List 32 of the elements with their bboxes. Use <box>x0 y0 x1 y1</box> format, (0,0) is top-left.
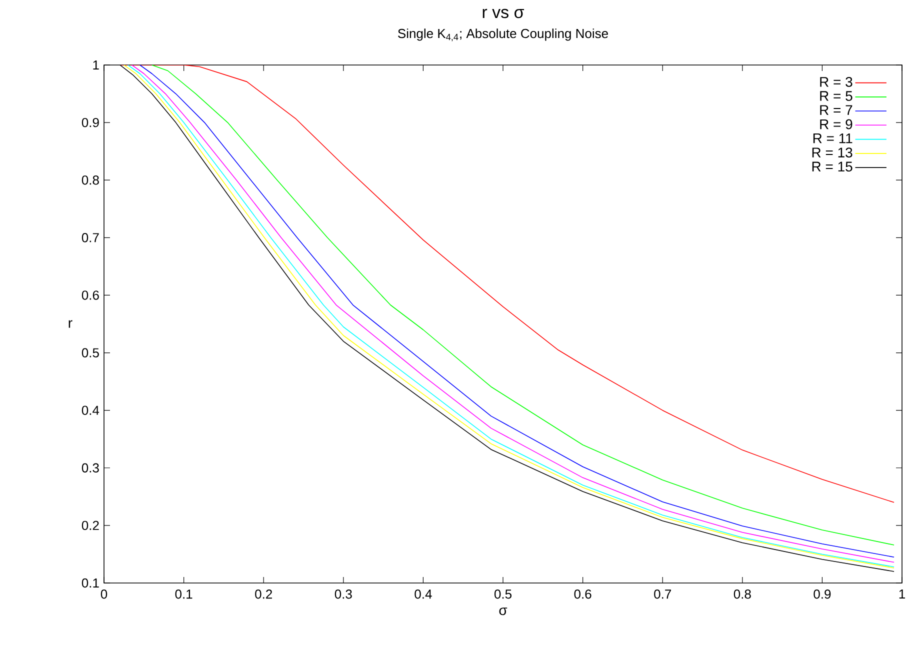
x-tick-label: 0.8 <box>734 590 751 599</box>
y-tick-label: 0.7 <box>82 233 99 242</box>
y-axis-title: r <box>68 320 72 328</box>
chart-title: r vs σ <box>482 8 524 18</box>
y-tick-label: 0.8 <box>82 176 99 185</box>
x-tick-label: 0.3 <box>334 590 352 599</box>
y-tick-label: 0.9 <box>82 118 99 128</box>
legend-label: R = 9 <box>820 119 852 130</box>
legend-label: R = 15 <box>812 162 852 172</box>
y-tick-label: 0.2 <box>82 520 99 530</box>
chart-subtitle: Single K$_{4,4}$; Absolute Coupling Noise <box>398 28 608 42</box>
legend-label: R = 7 <box>820 105 852 115</box>
x-tick-label: 0 <box>100 590 108 599</box>
x-tick-label: 0.6 <box>574 590 592 599</box>
y-tick-label: 1 <box>93 60 99 70</box>
y-tick-label: 0.5 <box>82 348 99 358</box>
y-tick-label: 0.1 <box>82 578 99 588</box>
x-tick-label: 1 <box>899 590 905 598</box>
x-tick-label: 0.9 <box>814 590 831 599</box>
y-tick-label: 0.3 <box>82 463 99 472</box>
y-tick-label: 0.4 <box>82 406 100 415</box>
legend-label: R = 3 <box>820 76 852 87</box>
legend-label: R = 11 <box>813 134 852 144</box>
x-tick-label: 0.5 <box>494 590 512 599</box>
y-tick-label: 0.6 <box>82 290 99 300</box>
legend-label: R = 5 <box>820 91 852 101</box>
x-tick-label: 0.2 <box>255 590 272 599</box>
legend-label: R = 13 <box>812 148 852 158</box>
x-axis-title: σ <box>499 608 508 616</box>
x-tick-label: 0.4 <box>414 590 432 599</box>
x-tick-label: 0.1 <box>175 590 192 599</box>
x-tick-label: 0.7 <box>654 590 671 599</box>
